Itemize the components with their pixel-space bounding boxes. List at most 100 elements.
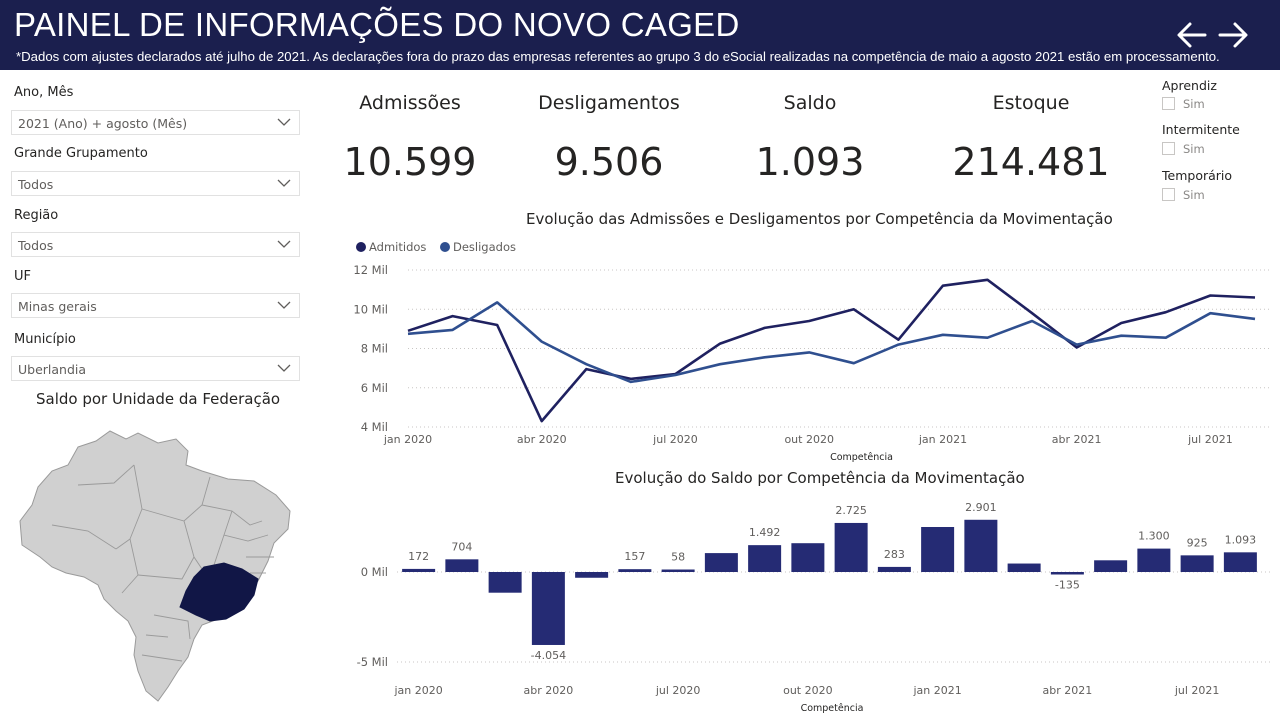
bar-abr-2021 — [1050, 572, 1084, 575]
filter-dropdown-grande-grupamento[interactable]: Todos — [11, 171, 300, 196]
data-label: 58 — [671, 551, 685, 564]
bar-mar-2020 — [488, 572, 522, 593]
y-tick-label: -5 Mil — [357, 655, 388, 669]
arrow-right-icon[interactable] — [1216, 18, 1250, 52]
bar-mar-2021 — [1007, 563, 1041, 572]
bar-nov-2020 — [834, 522, 868, 572]
filter-value: Todos — [18, 238, 54, 253]
legend-label-desligados: Desligados — [453, 240, 516, 254]
kpi-value-estoque: 214.481 — [952, 140, 1110, 184]
bar-jun-2021 — [1137, 548, 1171, 572]
slicer-option-intermitente-sim[interactable]: Sim — [1162, 142, 1205, 156]
bar-out-2020 — [791, 543, 825, 572]
bar-set-2020 — [748, 545, 782, 572]
kpi-label-estoque: Estoque — [992, 92, 1070, 114]
data-label: 1.300 — [1138, 530, 1170, 543]
slicer-option-label: Sim — [1183, 142, 1205, 156]
y-tick-label: 10 Mil — [353, 302, 388, 316]
line-chart-title: Evolução das Admissões e Desligamentos p… — [526, 210, 1113, 228]
page-title: PAINEL DE INFORMAÇÕES DO NOVO CAGED — [14, 6, 740, 43]
kpi-value-desligamentos: 9.506 — [554, 140, 664, 184]
y-tick-label: 4 Mil — [361, 420, 388, 434]
slicer-option-label: Sim — [1183, 97, 1205, 111]
filter-dropdown-ano-mes[interactable]: 2021 (Ano) + agosto (Mês) — [11, 110, 300, 135]
data-label: 172 — [408, 550, 429, 563]
filter-dropdown-municipio[interactable]: Uberlandia — [11, 356, 300, 381]
filter-label-uf: UF — [14, 269, 31, 284]
checkbox[interactable] — [1162, 142, 1175, 155]
slicer-option-temporario-sim[interactable]: Sim — [1162, 188, 1205, 202]
data-label: -4.054 — [531, 649, 566, 662]
bar-abr-2020 — [531, 572, 565, 645]
kpi-value-saldo: 1.093 — [755, 140, 865, 184]
filter-value: 2021 (Ano) + agosto (Mês) — [18, 116, 188, 131]
kpi-label-admissoes: Admissões — [359, 92, 461, 114]
chevron-down-icon — [277, 118, 291, 126]
x-tick-label: jul 2020 — [652, 433, 698, 446]
minas-gerais-shape[interactable] — [179, 562, 259, 622]
x-tick-label: jan 2020 — [383, 433, 432, 446]
x-tick-label: jan 2020 — [393, 684, 442, 697]
x-tick-label: jul 2020 — [655, 684, 701, 697]
bar-chart-title: Evolução do Saldo por Competência da Mov… — [615, 469, 1025, 487]
slicer-title-aprendiz: Aprendiz — [1162, 78, 1217, 93]
data-label: 925 — [1187, 536, 1208, 549]
data-label: 2.901 — [965, 501, 997, 514]
y-tick-label: 0 Mil — [361, 565, 388, 579]
chevron-down-icon — [277, 240, 291, 248]
bar-chart[interactable]: 0 Mil -5 Mil 172 704 -4.054 157 58 1.492 2.725 28… — [340, 492, 1270, 714]
slicer-option-aprendiz-sim[interactable]: Sim — [1162, 97, 1205, 111]
kpi-label-desligamentos: Desligamentos — [538, 92, 680, 114]
x-tick-label: jul 2021 — [1187, 433, 1233, 446]
arrow-left-icon[interactable] — [1175, 18, 1209, 52]
bar-fev-2020 — [445, 559, 479, 572]
line-chart[interactable]: Admitidos Desligados 4 Mil 6 Mil 8 Mil 10 Mil… — [340, 234, 1270, 464]
data-label: 2.725 — [835, 504, 867, 517]
bar-mai-2020 — [575, 572, 609, 578]
x-tick-label: abr 2020 — [524, 684, 574, 697]
filter-label-regiao: Região — [14, 208, 59, 223]
kpi-value-admissoes: 10.599 — [343, 140, 477, 184]
filter-dropdown-regiao[interactable]: Todos — [11, 232, 300, 257]
x-tick-label: out 2020 — [783, 684, 833, 697]
x-axis-title: Competência — [801, 703, 864, 714]
bar-jan-2021 — [921, 527, 955, 572]
x-tick-label: jul 2021 — [1174, 684, 1220, 697]
bar-mai-2021 — [1094, 560, 1128, 572]
chevron-down-icon — [277, 179, 291, 187]
x-tick-label: abr 2021 — [1043, 684, 1093, 697]
data-label: 704 — [451, 540, 472, 553]
filter-label-municipio: Município — [14, 332, 76, 347]
brazil-map[interactable] — [18, 425, 294, 705]
series-line-desligados — [407, 301, 1256, 384]
x-axis-title: Competência — [830, 452, 893, 463]
x-tick-label: jan 2021 — [918, 433, 967, 446]
data-note: *Dados com ajustes declarados até julho … — [16, 49, 1220, 64]
filter-value: Todos — [18, 177, 54, 192]
data-label: 1.492 — [749, 526, 781, 539]
map-title: Saldo por Unidade da Federação — [36, 390, 281, 408]
data-label: 1.093 — [1225, 533, 1257, 546]
y-tick-label: 6 Mil — [361, 381, 388, 395]
x-tick-label: abr 2020 — [517, 433, 567, 446]
bar-jul-2020 — [661, 569, 695, 572]
kpi-label-saldo: Saldo — [783, 92, 837, 114]
filter-value: Uberlandia — [18, 362, 87, 377]
x-tick-label: out 2020 — [784, 433, 834, 446]
checkbox[interactable] — [1162, 97, 1175, 110]
filter-dropdown-uf[interactable]: Minas gerais — [11, 293, 300, 318]
brazil-shape[interactable] — [19, 430, 291, 702]
bar-ago-2020 — [704, 553, 738, 572]
data-label: 283 — [884, 548, 905, 561]
filter-label-ano-mes: Ano, Mês — [14, 85, 74, 100]
slicer-title-intermitente: Intermitente — [1162, 122, 1240, 137]
bar-ago-2021 — [1223, 552, 1257, 572]
chevron-down-icon — [277, 301, 291, 309]
slicer-option-label: Sim — [1183, 188, 1205, 202]
filter-value: Minas gerais — [18, 299, 97, 314]
filter-label-grande-grupamento: Grande Grupamento — [14, 146, 148, 161]
chevron-down-icon — [277, 364, 291, 372]
data-label: -135 — [1055, 579, 1080, 592]
y-tick-label: 12 Mil — [353, 263, 388, 277]
checkbox[interactable] — [1162, 188, 1175, 201]
